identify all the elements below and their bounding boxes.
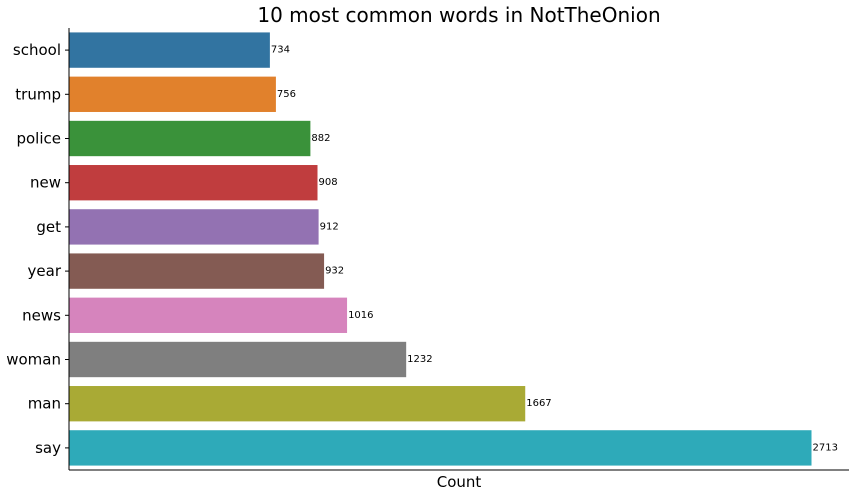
data-label: 734	[271, 45, 290, 56]
data-label: 912	[320, 221, 339, 232]
y-tick-label: year	[28, 262, 62, 280]
y-tick-label: new	[30, 174, 61, 192]
labels-layer: school 734 trump 756 police 882 new 908 get 912 ye…	[6, 41, 838, 457]
data-label: 908	[319, 177, 338, 188]
data-label: 1667	[526, 398, 551, 409]
y-tick-label: man	[28, 395, 61, 413]
bar-man	[69, 386, 526, 422]
bar-woman	[69, 341, 407, 378]
data-label: 932	[325, 266, 344, 277]
bar-trump	[69, 76, 276, 112]
data-label: 1016	[348, 310, 373, 321]
bars-layer	[69, 32, 812, 466]
bar-year	[69, 253, 325, 289]
data-label: 756	[277, 89, 296, 100]
y-tick-label: get	[36, 218, 61, 236]
y-tick-label: school	[13, 41, 61, 59]
bar-news	[69, 297, 348, 333]
bar-new	[69, 165, 318, 201]
data-label: 882	[311, 133, 330, 144]
chart-title: 10 most common words in NotTheOnion	[257, 3, 660, 27]
y-tick-label: police	[16, 130, 61, 148]
bar-say	[69, 430, 812, 466]
y-tick-label: trump	[15, 85, 61, 103]
bar-get	[69, 209, 319, 245]
data-label: 2713	[813, 442, 838, 453]
bar-school	[69, 32, 270, 68]
bar-police	[69, 120, 311, 157]
y-tick-label: news	[22, 306, 61, 324]
y-tick-label: woman	[6, 351, 61, 369]
x-axis-label: Count	[437, 473, 482, 491]
y-tick-label: say	[35, 439, 61, 457]
data-label: 1232	[407, 354, 432, 365]
